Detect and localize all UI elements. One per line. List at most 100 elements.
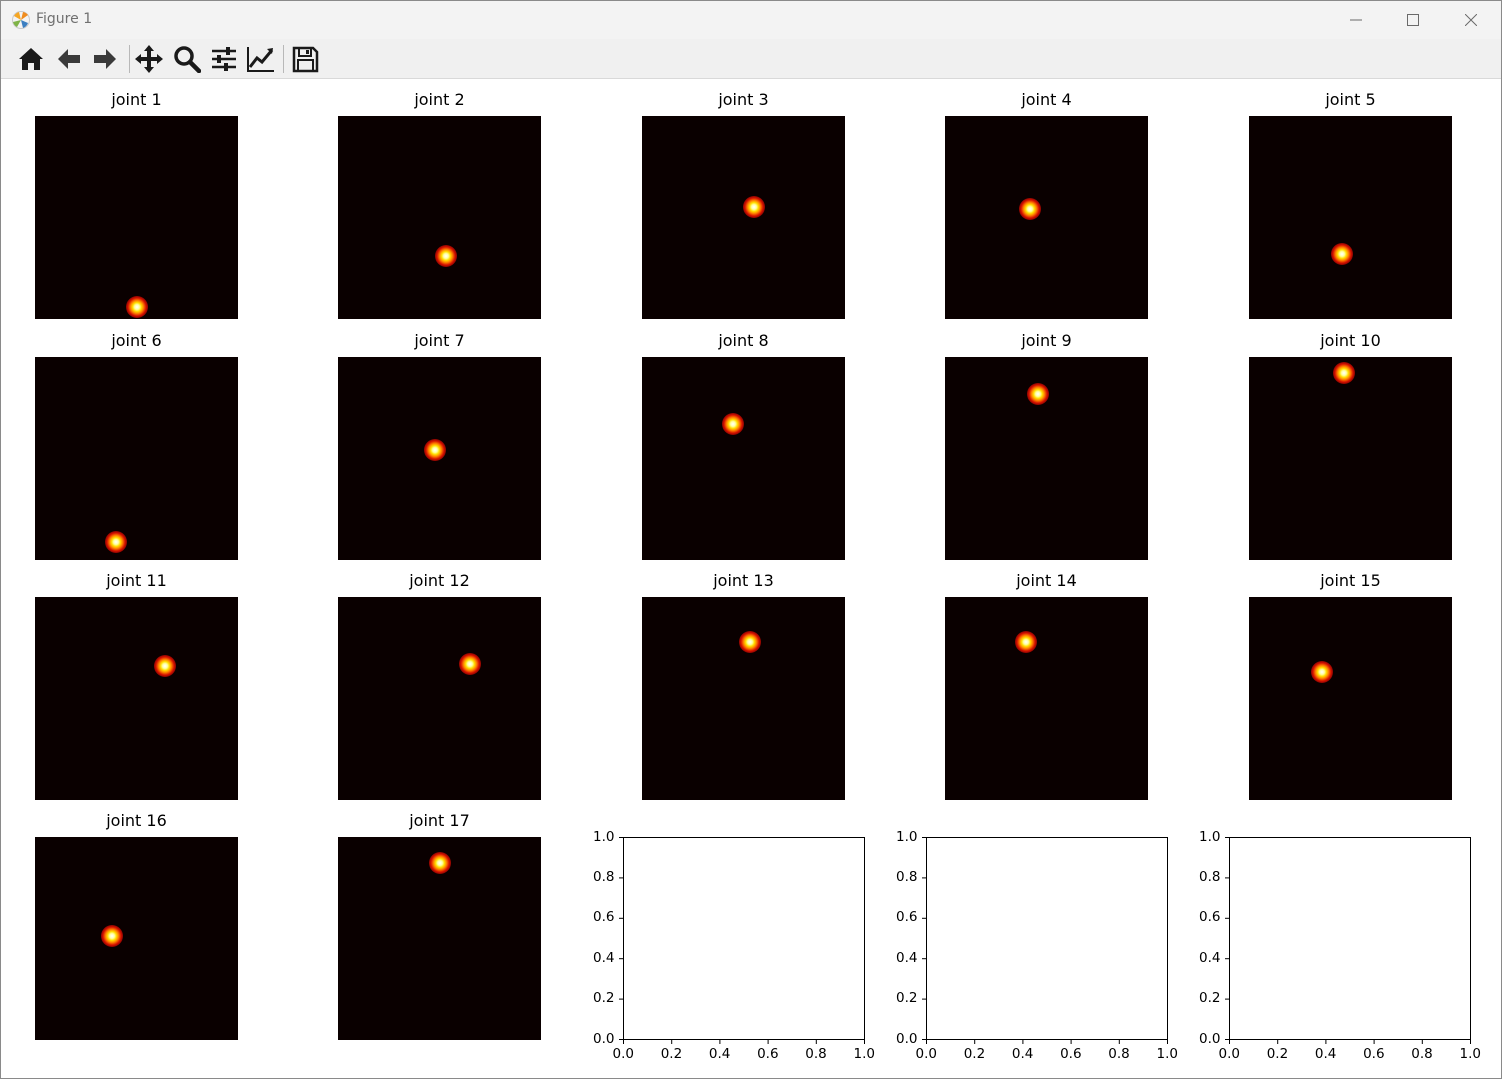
heatmap-image [35,357,238,560]
heatmap-peak [125,295,148,318]
heatmap-title: joint 5 [1325,90,1376,109]
maximize-button[interactable] [1384,1,1442,39]
x-tick-label: 0.4 [1314,1046,1337,1062]
y-tick-label: 0.8 [1199,868,1221,885]
forward-button[interactable] [89,43,121,75]
heatmap-image [642,357,845,560]
y-tick-label: 0.0 [593,1030,615,1047]
minimize-button[interactable] [1327,1,1385,39]
y-tick-label: 0.0 [896,1030,918,1047]
heatmap-title: joint 10 [1320,331,1381,350]
heatmap-image [338,597,541,800]
heatmap-image [1249,116,1452,319]
close-icon [1465,14,1477,26]
heatmap-title: joint 8 [718,331,769,350]
x-tick-label: 0.2 [963,1046,986,1062]
x-tick-label: 0.2 [660,1046,683,1062]
heatmap-title: joint 6 [111,331,162,350]
heatmap-title: joint 11 [106,571,167,590]
move-icon [135,45,163,73]
customize-button[interactable] [245,43,277,75]
floppy-disk-icon [292,46,319,73]
home-button[interactable] [15,43,47,75]
axes-frame [926,837,1168,1040]
heatmap-title: joint 16 [106,811,167,830]
heatmap-image [642,116,845,319]
y-tick-label: 0.2 [1199,990,1221,1007]
heatmap-peak [153,655,176,678]
heatmap-peak [738,630,761,653]
heatmap-title: joint 13 [713,571,774,590]
heatmap-peak [428,852,451,875]
empty-axes [619,837,865,1044]
axes-frame [623,837,865,1040]
back-button[interactable] [53,43,85,75]
heatmap-image [338,357,541,560]
heatmap-image [945,597,1148,800]
heatmap-image [945,357,1148,560]
heatmap-title: joint 3 [718,90,769,109]
heatmap-peak [1019,198,1042,221]
y-tick-label: 0.2 [896,990,918,1007]
heatmap-peak [722,412,745,435]
magnifier-icon [174,46,201,73]
heatmap-peak [1331,243,1354,266]
heatmap-title: joint 1 [111,90,162,109]
x-tick-label: 0.4 [708,1046,731,1062]
y-tick-label: 0.2 [593,990,615,1007]
arrow-right-icon [94,49,116,69]
heatmap-image [642,597,845,800]
y-tick-label: 1.0 [1199,828,1221,845]
x-tick-label: 1.0 [1156,1046,1178,1062]
heatmap-image [35,837,238,1040]
x-tick-label: 0.6 [1363,1046,1385,1062]
y-tick-label: 0.4 [593,949,615,966]
heatmap-peak [424,439,447,462]
x-tick-label: 0.2 [1266,1046,1289,1062]
x-tick-label: 0.0 [612,1046,634,1062]
y-tick-label: 0.6 [1199,909,1221,926]
heatmap-peak [105,530,128,553]
y-tick-label: 0.4 [1199,949,1221,966]
heatmap-title: joint 4 [1021,90,1072,109]
y-tick-label: 0.6 [896,909,918,926]
save-button[interactable] [289,43,321,75]
empty-axes [922,837,1168,1044]
heatmap-peak [1027,382,1050,405]
title-bar[interactable]: Figure 1 [1,1,1501,39]
arrow-left-icon [58,49,80,69]
heatmap-title: joint 14 [1016,571,1077,590]
line-chart-icon [247,47,274,72]
heatmap-peak [742,196,765,219]
y-tick-label: 1.0 [593,828,615,845]
figure-canvas[interactable]: joint 1 joint 2 joint 3 joint 4 joint 5 joint… [1,79,1501,1078]
x-tick-label: 0.0 [1218,1046,1240,1062]
axes-frame [1229,837,1471,1040]
toolbar-separator [129,45,130,73]
heatmap-image [1249,357,1452,560]
heatmap-title: joint 9 [1021,331,1072,350]
y-tick-label: 0.0 [1199,1030,1221,1047]
x-tick-label: 0.4 [1011,1046,1034,1062]
x-tick-label: 0.0 [915,1046,937,1062]
sliders-icon [212,47,236,71]
heatmap-peak [101,925,124,948]
heatmap-peak [1333,362,1356,385]
heatmap-image [338,116,541,319]
y-tick-label: 0.8 [593,868,615,885]
navigation-toolbar [1,39,1501,79]
heatmap-title: joint 15 [1320,571,1381,590]
y-tick-label: 0.4 [896,949,918,966]
pan-button[interactable] [133,43,165,75]
subplots-button[interactable] [208,43,240,75]
heatmap-peak [1015,630,1038,653]
x-tick-label: 0.8 [805,1046,827,1062]
heatmap-peak [1311,661,1334,684]
y-tick-label: 0.8 [896,868,918,885]
heatmap-peak [434,245,457,268]
heatmap-title: joint 17 [409,811,470,830]
close-button[interactable] [1442,1,1500,39]
zoom-button[interactable] [171,43,203,75]
empty-axes [1225,837,1471,1044]
